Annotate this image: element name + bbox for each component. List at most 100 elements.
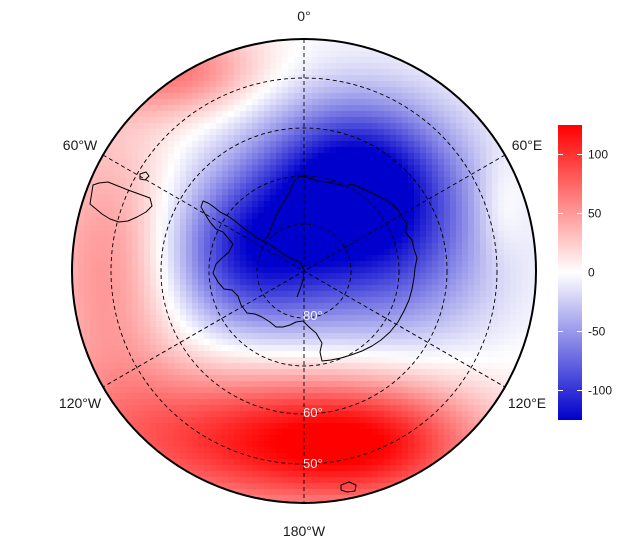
field-cell (150, 387, 157, 394)
field-cell (396, 375, 403, 382)
field-cell (174, 375, 181, 382)
field-cell (258, 291, 265, 298)
field-cell (180, 417, 187, 424)
field-cell (378, 213, 385, 220)
field-cell (198, 441, 205, 448)
field-cell (354, 315, 361, 322)
field-cell (234, 495, 241, 502)
field-cell (348, 51, 355, 58)
field-cell (240, 69, 247, 76)
field-cell (132, 375, 139, 382)
latitude-circle-50 (110, 77, 498, 465)
field-cell (174, 243, 181, 250)
field-cell (492, 177, 499, 184)
field-cell (378, 477, 385, 484)
field-cell (426, 333, 433, 340)
field-cell (318, 75, 325, 82)
field-cell (240, 159, 247, 166)
field-cell (234, 225, 241, 232)
field-cell (192, 267, 199, 274)
field-cell (102, 231, 109, 238)
field-cell (354, 105, 361, 112)
field-cell (432, 219, 439, 226)
field-cell (444, 237, 451, 244)
field-cell (390, 273, 397, 280)
field-cell (312, 57, 319, 64)
field-cell (264, 327, 271, 334)
field-cell (186, 309, 193, 316)
field-cell (126, 183, 133, 190)
field-cell (162, 123, 169, 130)
field-cell (468, 375, 475, 382)
field-cell (234, 375, 241, 382)
field-cell (312, 393, 319, 400)
field-cell (246, 441, 253, 448)
field-cell (162, 417, 169, 424)
field-cell (414, 399, 421, 406)
field-cell (522, 303, 529, 310)
field-cell (180, 459, 187, 466)
field-cell (258, 501, 265, 503)
field-cell (240, 387, 247, 394)
field-cell (354, 333, 361, 340)
field-cell (420, 225, 427, 232)
field-cell (216, 63, 223, 70)
field-cell (126, 417, 133, 424)
field-cell (444, 339, 451, 346)
field-cell (276, 267, 283, 274)
field-cell (282, 369, 289, 376)
field-cell (378, 129, 385, 136)
field-cell (420, 213, 427, 220)
field-cell (492, 129, 499, 136)
field-cell (312, 129, 319, 136)
field-cell (342, 219, 349, 226)
field-cell (162, 129, 169, 136)
field-cell (504, 147, 511, 154)
field-cell (192, 225, 199, 232)
field-cell (354, 63, 361, 70)
field-cell (114, 183, 121, 190)
field-cell (378, 99, 385, 106)
field-cell (516, 219, 523, 226)
field-cell (420, 459, 427, 466)
field-cell (102, 363, 109, 370)
field-cell (432, 345, 439, 352)
field-cell (108, 321, 115, 328)
field-cell (204, 357, 211, 364)
field-cell (384, 429, 391, 436)
field-cell (360, 279, 367, 286)
field-cell (204, 51, 211, 58)
field-cell (390, 135, 397, 142)
field-cell (240, 201, 247, 208)
field-cell (336, 159, 343, 166)
field-cell (318, 411, 325, 418)
field-cell (372, 411, 379, 418)
field-cell (228, 279, 235, 286)
field-cell (210, 255, 217, 262)
field-cell (102, 297, 109, 304)
field-cell (372, 117, 379, 124)
field-cell (360, 435, 367, 442)
field-cell (300, 189, 307, 196)
field-cell (372, 63, 379, 70)
field-cell (294, 219, 301, 226)
field-cell (222, 351, 229, 358)
field-cell (186, 417, 193, 424)
field-cell (312, 45, 319, 52)
field-cell (150, 261, 157, 268)
field-cell (258, 45, 265, 52)
field-cell (318, 195, 325, 202)
field-cell (324, 57, 331, 64)
field-cell (282, 309, 289, 316)
field-cell (192, 153, 199, 160)
field-cell (432, 357, 439, 364)
field-cell (228, 369, 235, 376)
field-cell (504, 183, 511, 190)
field-cell (186, 453, 193, 460)
field-cell (216, 297, 223, 304)
field-cell (432, 249, 439, 256)
field-cell (402, 351, 409, 358)
field-cell (288, 141, 295, 148)
field-cell (312, 399, 319, 406)
field-cell (132, 117, 139, 124)
